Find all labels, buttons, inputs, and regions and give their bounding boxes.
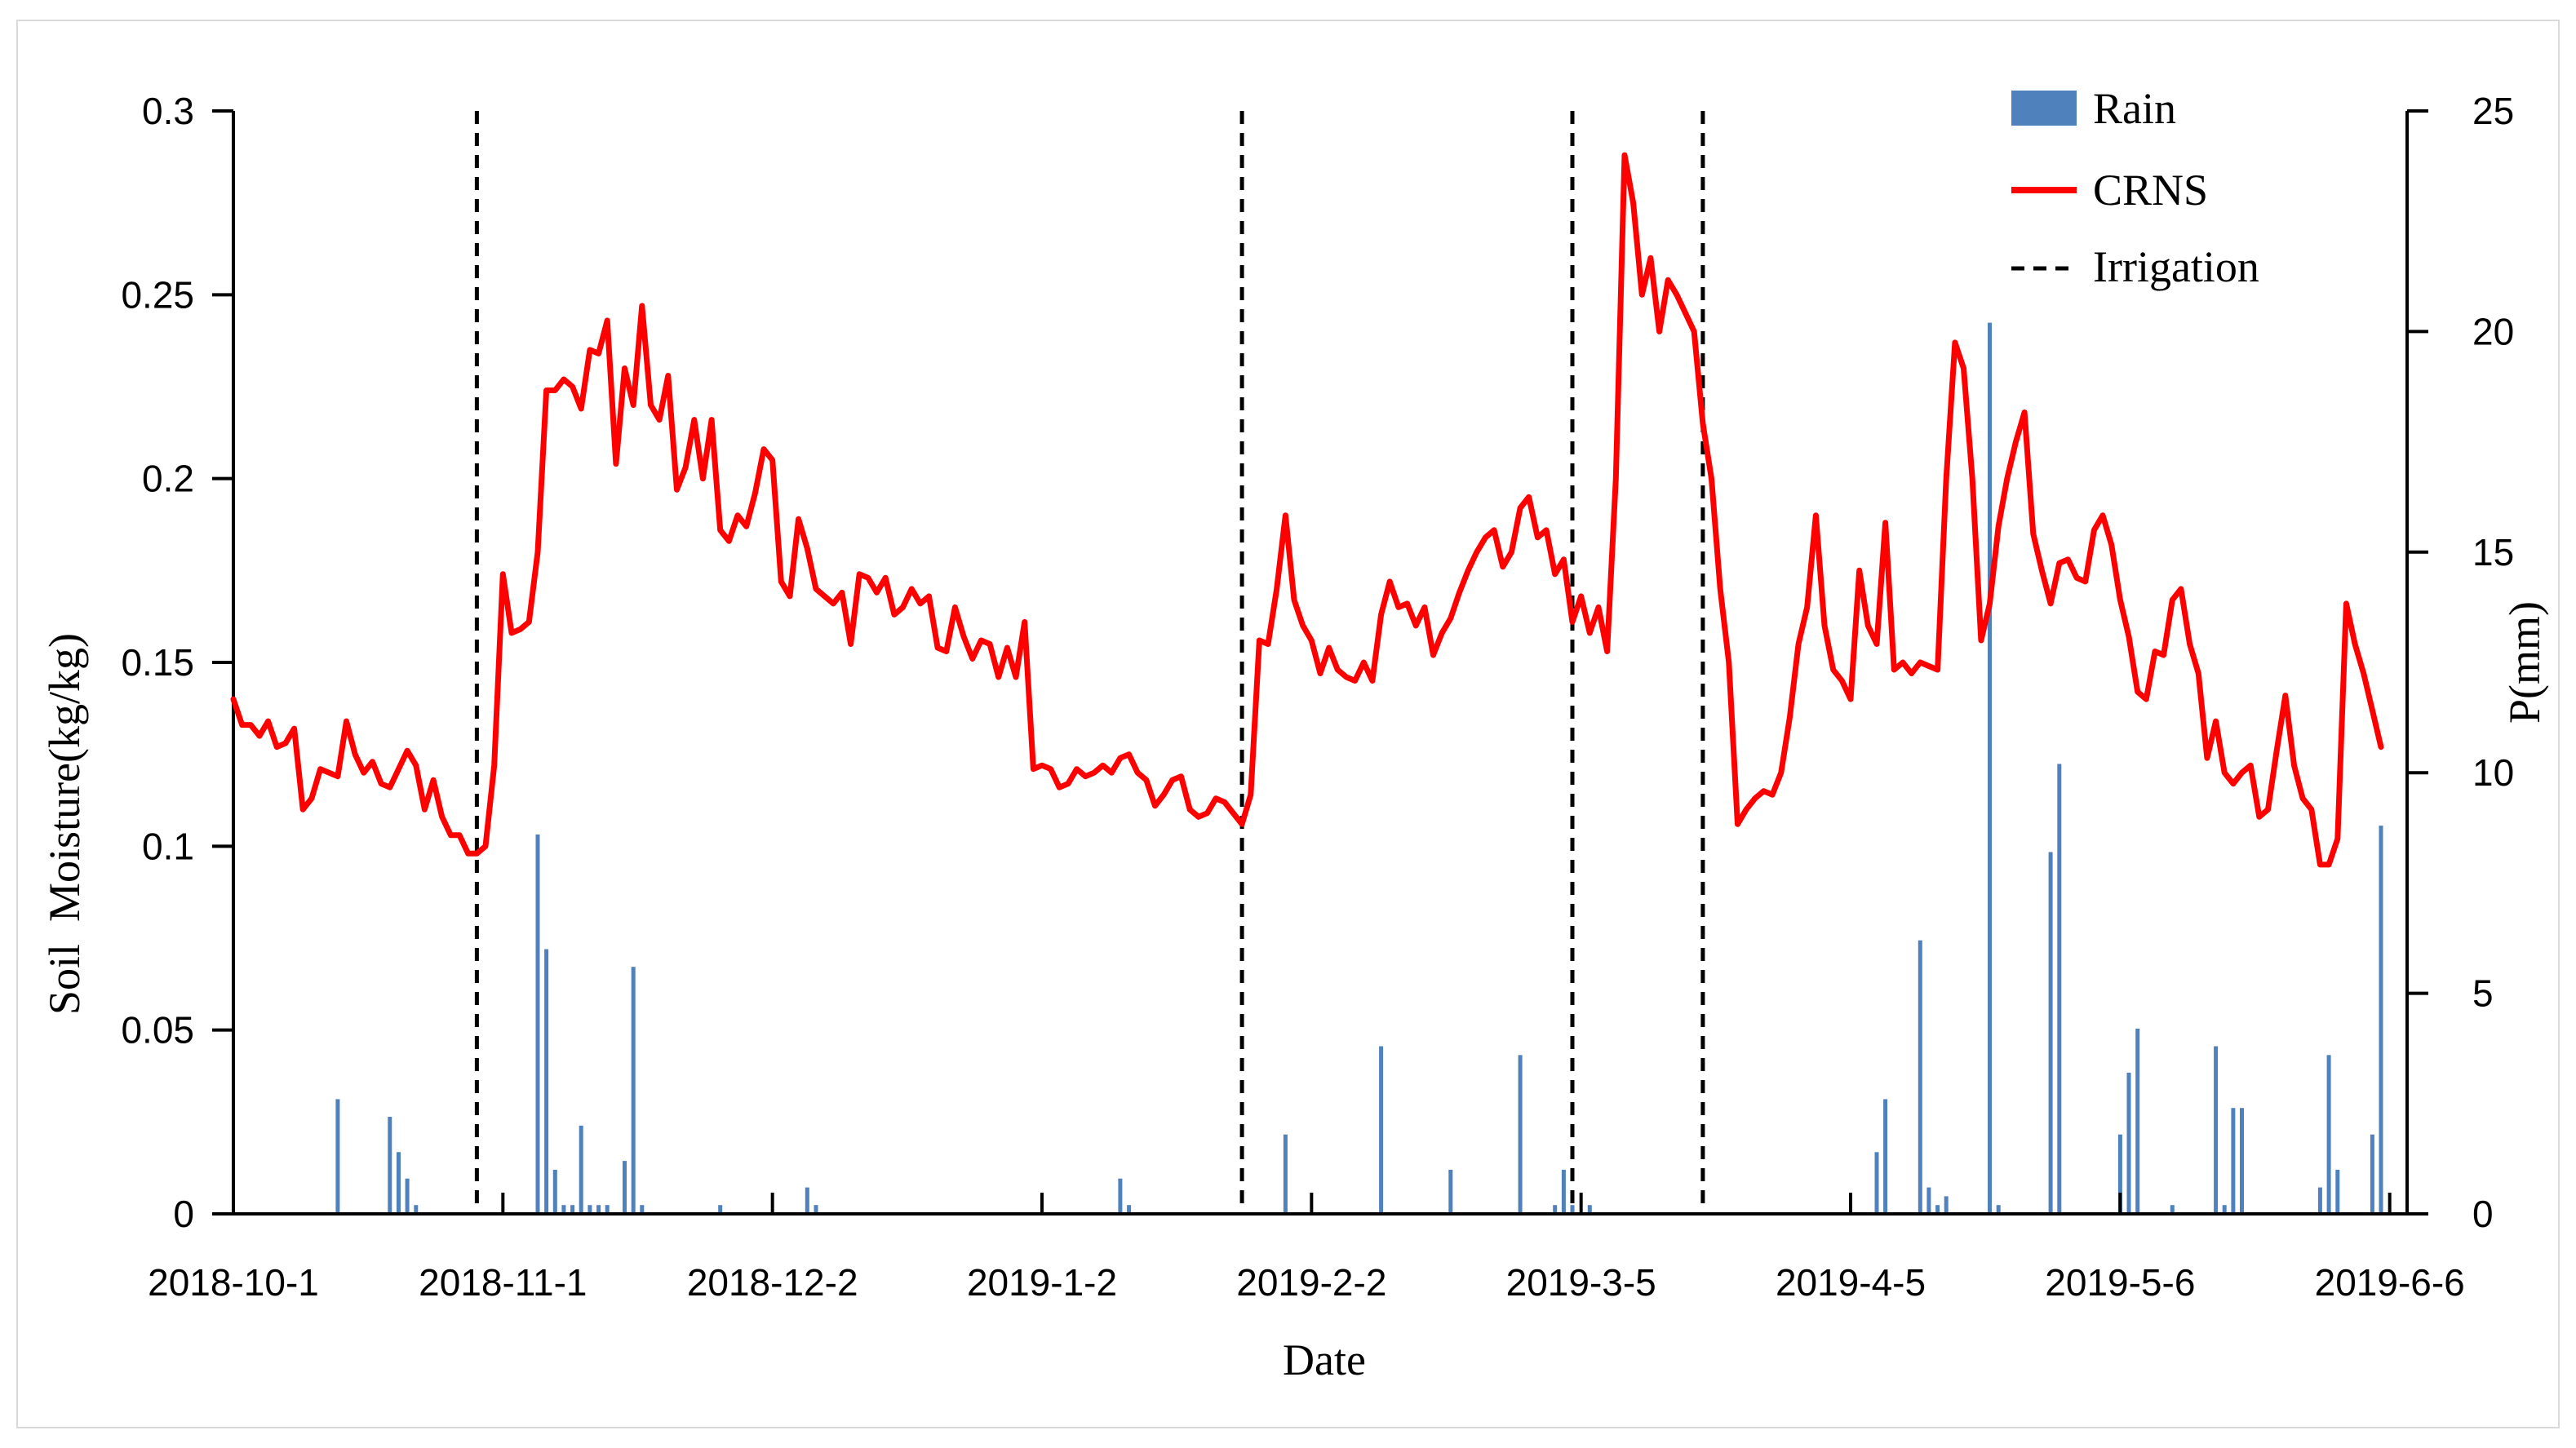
rain-bar [718, 1205, 723, 1214]
rain-bar [1127, 1205, 1132, 1214]
x-tick-label: 2018-12-2 [687, 1261, 858, 1304]
rain-bar [1561, 1169, 1566, 1214]
y-left-tick-label: 0 [173, 1193, 194, 1235]
rain-bar [1518, 1055, 1523, 1214]
y-left-tick-label: 0.25 [121, 273, 194, 316]
y-left-tick-label: 0.1 [142, 825, 194, 867]
y-axis-left-title: Soil Moisture(kg/kg) [40, 633, 89, 1015]
rain-bar [1926, 1187, 1931, 1214]
crns-line [230, 152, 2384, 868]
rain-bar [1883, 1099, 1888, 1214]
rain-bar [1283, 1134, 1288, 1214]
x-tick-label: 2019-5-6 [2045, 1261, 2195, 1304]
rain-bar [2240, 1108, 2244, 1214]
rain-bar [805, 1187, 809, 1214]
rain-bars [335, 322, 2383, 1215]
rain-bar [631, 967, 636, 1214]
rain-bar [1379, 1046, 1384, 1214]
x-tick-label: 2019-1-2 [967, 1261, 1117, 1304]
rain-bar [2170, 1205, 2175, 1214]
legend-rain-label: Rain [2093, 84, 2176, 133]
y-right-tick-label: 0 [2472, 1193, 2494, 1235]
rain-bar [414, 1205, 419, 1214]
rain-bar [640, 1205, 645, 1214]
rain-bar [2335, 1169, 2340, 1214]
rain-bar [2048, 852, 2053, 1214]
rain-bar [1988, 322, 1992, 1215]
rain-bar [2135, 1028, 2140, 1214]
x-tick-label: 2018-11-1 [419, 1261, 587, 1304]
y-right-tick-label: 5 [2472, 972, 2494, 1015]
rain-bar [544, 949, 549, 1214]
rain-bar [1587, 1205, 1592, 1214]
x-tick-label: 2018-10-1 [148, 1261, 319, 1304]
rain-bar [570, 1205, 575, 1214]
rain-bar [814, 1205, 818, 1214]
rain-bar [1944, 1196, 1949, 1214]
x-tick-label: 2019-3-5 [1506, 1261, 1656, 1304]
x-tick-label: 2019-4-5 [1776, 1261, 1926, 1304]
rain-bar [2117, 1134, 2122, 1214]
rain-bar [2231, 1108, 2236, 1214]
rain-bar [388, 1117, 392, 1214]
y-right-tick-label: 25 [2472, 90, 2514, 132]
rain-bar [2326, 1055, 2331, 1214]
rain-bar [2126, 1072, 2131, 1214]
rain-bar [2057, 764, 2062, 1214]
tick-labels: 0 0.05 0.1 0.15 0.2 0.25 0.3 0 5 10 15 20 25 2018-10-… [121, 90, 2514, 1304]
rain-bar [1553, 1205, 1558, 1214]
rain-bar [623, 1161, 627, 1214]
rain-bar [1570, 1205, 1575, 1214]
legend-rain-swatch [2011, 91, 2077, 126]
rain-bar [405, 1178, 410, 1214]
y-axis-right-title: P(mm) [2500, 601, 2549, 724]
rain-bar [552, 1169, 557, 1214]
x-axis-title: Date [1283, 1335, 1366, 1384]
rain-bar [605, 1205, 610, 1214]
rain-bar [1448, 1169, 1453, 1214]
y-right-tick-label: 10 [2472, 751, 2514, 794]
legend-crns-label: CRNS [2093, 166, 2208, 215]
rain-bar [1918, 940, 1922, 1214]
rain-bar [335, 1099, 340, 1214]
rain-bar [2370, 1134, 2374, 1214]
axes [212, 109, 2428, 1216]
rain-bar [2214, 1046, 2219, 1214]
rain-bar [1935, 1205, 1940, 1214]
rain-bar [2317, 1187, 2322, 1214]
rain-bar [2222, 1205, 2227, 1214]
rain-bar [1118, 1178, 1123, 1214]
rain-bar [1874, 1152, 1879, 1214]
rain-bar [596, 1205, 601, 1214]
y-right-tick-label: 15 [2472, 531, 2514, 573]
rain-bar [587, 1205, 592, 1214]
y-left-tick-label: 0.05 [121, 1009, 194, 1052]
x-tick-label: 2019-2-2 [1236, 1261, 1386, 1304]
rain-bar [397, 1152, 401, 1214]
legend-irrigation-label: Irrigation [2093, 242, 2259, 291]
rain-bar [2379, 826, 2383, 1214]
irrigation-lines [474, 111, 1705, 1214]
y-left-tick-label: 0.3 [142, 90, 194, 132]
y-right-tick-label: 20 [2472, 310, 2514, 352]
rain-bar [535, 834, 540, 1214]
rain-bar [579, 1125, 583, 1214]
x-tick-label: 2019-6-6 [2315, 1261, 2465, 1304]
rain-bar [561, 1205, 566, 1214]
legend: Rain CRNS Irrigation [2011, 84, 2259, 291]
rain-bar [1996, 1205, 2001, 1214]
y-left-tick-label: 0.2 [142, 458, 194, 500]
y-left-tick-label: 0.15 [121, 641, 194, 684]
